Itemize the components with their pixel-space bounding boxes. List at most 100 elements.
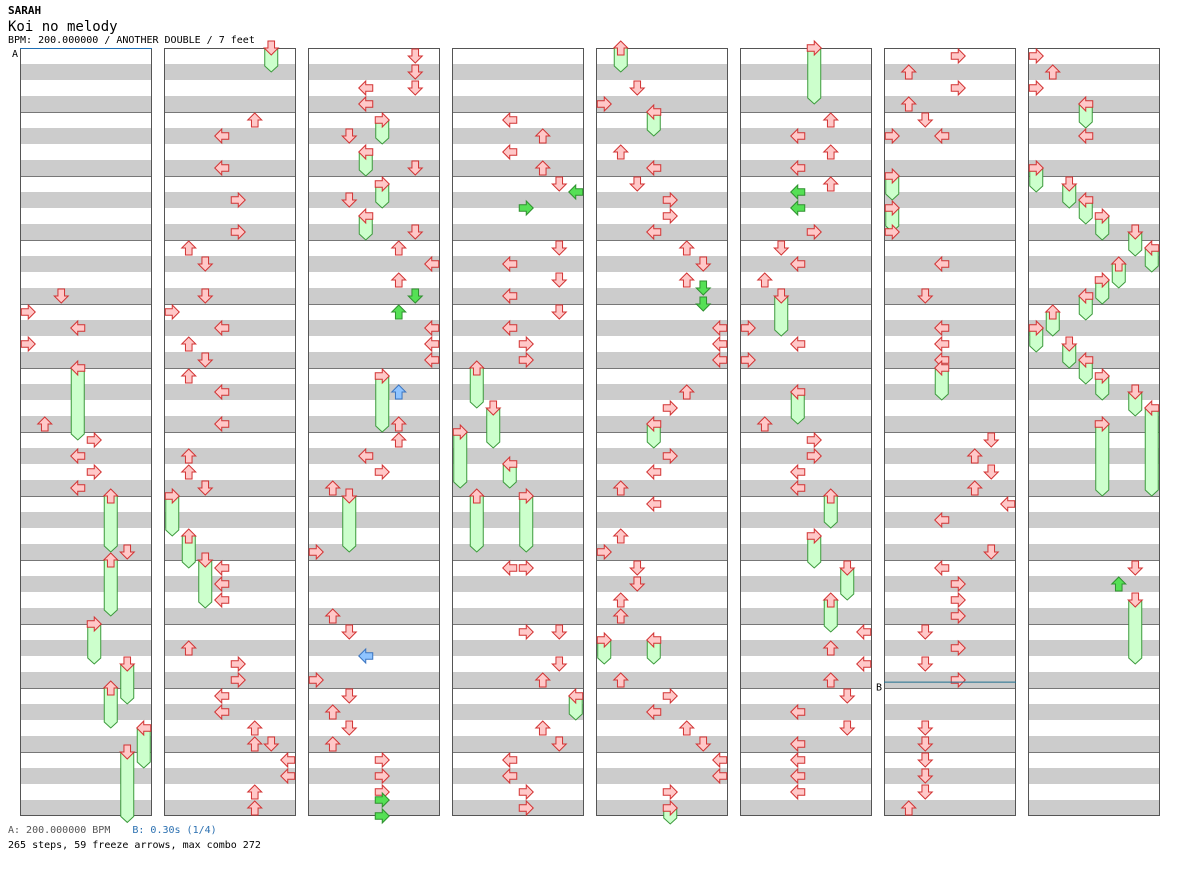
chart-markers: AB [12,48,1016,694]
beat-stripe [308,800,440,816]
step-arrow [950,79,966,97]
step-arrow [180,528,197,544]
beat-stripe [308,256,440,272]
beat-stripe [20,608,152,624]
step-arrow [790,335,806,353]
step-arrow [822,672,839,688]
step-arrow [341,720,358,736]
beat-stripe [308,672,440,688]
step-arrow [917,736,934,752]
step-arrow [612,672,629,688]
step-arrow [612,40,629,56]
step-arrow [468,488,485,504]
step-arrow [756,416,773,432]
step-arrow [1127,592,1144,608]
beat-stripe [164,512,296,528]
beat-stripe [740,160,872,176]
step-arrow [324,608,341,624]
beat-stripe [164,768,296,784]
step-arrow [374,111,390,129]
step-arrow [102,680,119,696]
beat-stripe [20,544,152,560]
chart-column [596,48,728,816]
beat-stripe [20,96,152,112]
step-arrow [568,687,584,705]
beat-stripe [452,320,584,336]
beat-stripe [164,256,296,272]
beat-stripe [740,384,872,400]
step-arrow [917,768,934,784]
step-arrow [790,383,806,401]
step-arrow [214,591,230,609]
beat-stripe [308,288,440,304]
step-arrow [551,304,568,320]
step-arrow [197,552,214,568]
beat-stripe [452,704,584,720]
beat-stripe [20,800,152,816]
beat-stripe [596,352,728,368]
beat-stripe [164,480,296,496]
step-arrow [806,447,822,465]
beat-stripe [596,480,728,496]
beat-stripe [740,704,872,720]
step-arrow [1028,319,1044,337]
beat-stripe [1028,704,1160,720]
beat-stripe [452,128,584,144]
step-arrow [712,335,728,353]
step-arrow [502,255,518,273]
step-arrow [712,751,728,769]
beat-stripe [452,64,584,80]
beat-stripe [596,672,728,688]
beat-stripe [740,672,872,688]
column-border [452,48,584,816]
beat-stripe [1028,160,1160,176]
step-arrow [917,752,934,768]
step-arrow [407,48,424,64]
step-arrow [502,319,518,337]
beat-stripe [308,736,440,752]
artist-name: SARAH [8,4,42,17]
beat-stripe [20,384,152,400]
freeze-arrow [807,47,822,105]
beat-stripe [452,800,584,816]
step-arrow [966,448,983,464]
blue-arrow [390,384,407,400]
chart-column [20,48,152,816]
beat-stripe [308,480,440,496]
column-border [1028,48,1160,816]
freeze-arrow [1128,599,1143,665]
step-arrow [917,624,934,640]
step-arrow [695,256,712,272]
step-arrow [950,591,966,609]
beat-stripe [740,96,872,112]
step-arrow [263,736,280,752]
step-arrow [390,416,407,432]
step-arrow [1061,176,1078,192]
beat-stripe [596,608,728,624]
beat-stripe [740,736,872,752]
step-arrow [341,488,358,504]
step-arrow [596,631,612,649]
beat-stripe [452,736,584,752]
step-arrow [374,767,390,785]
step-arrow [341,624,358,640]
step-arrow [1094,415,1110,433]
step-arrow [214,319,230,337]
beat-stripe [164,96,296,112]
beat-stripe [884,128,1016,144]
beat-stripe [1028,544,1160,560]
step-arrow [518,351,534,369]
chart-info: BPM: 200.000000 / ANOTHER DOUBLE / 7 fee… [8,35,255,46]
step-arrow [374,367,390,385]
beat-stripe [308,512,440,528]
beat-stripe [164,320,296,336]
beat-stripe [596,128,728,144]
beat-stripe [308,352,440,368]
beat-stripe [20,160,152,176]
step-arrow [1028,79,1044,97]
step-arrow [662,783,678,801]
beat-stripe [20,448,152,464]
step-arrow [1000,495,1016,513]
beat-stripe [164,448,296,464]
beat-stripe [164,544,296,560]
